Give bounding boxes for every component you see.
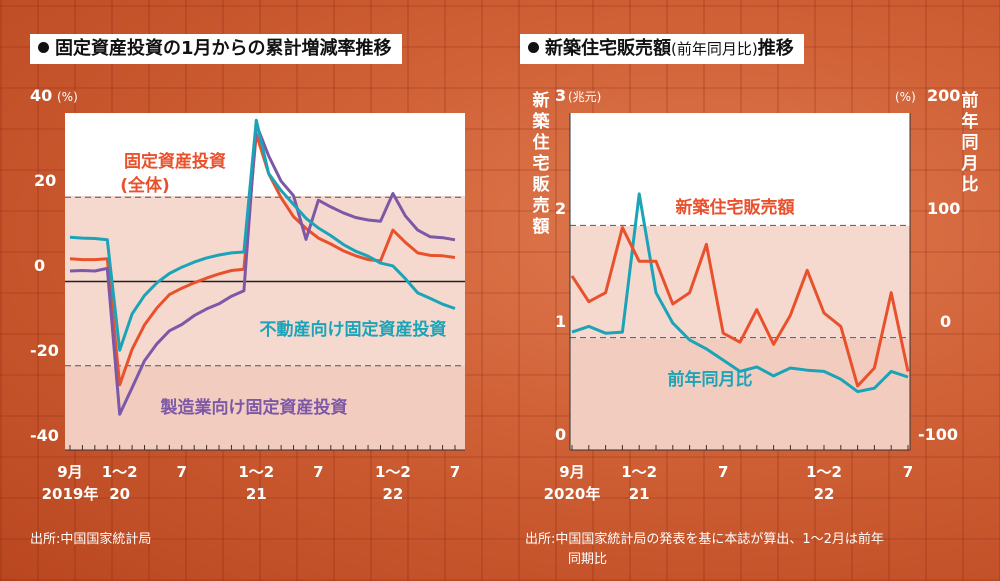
left-xtick-label: 1〜2 (375, 463, 411, 481)
right-source-line2: 同期比 (568, 552, 608, 567)
right-y2tick-100: 100 (927, 199, 960, 218)
right-ytick-1: 1 (555, 312, 566, 331)
right-ytick-0: 0 (555, 425, 566, 444)
right-y2tick-200: 200 (927, 86, 960, 105)
right-left-axis-label: 新築住宅販売額 (532, 90, 551, 237)
right-xtick-label: 9月 (559, 463, 584, 481)
label-overall-line1: 固定資産投資 (124, 151, 226, 172)
right-ytick-2: 2 (555, 199, 566, 218)
left-source: 出所:中国国家統計局 (30, 532, 152, 547)
right-xtick-year: 21 (629, 485, 650, 503)
right-title-paren: (前年同月比) (671, 40, 758, 58)
line-realestate (69, 118, 456, 352)
label-sales: 新築住宅販売額 (676, 197, 795, 218)
right-right-axis-label: 前年同月比 (961, 90, 979, 195)
left-panel-title: 固定資産投資の1月からの累計増減率推移 (30, 34, 402, 64)
left-unit: (%) (57, 90, 78, 104)
label-overall-line2: (全体) (120, 175, 170, 196)
left-ytick-40: 40 (30, 86, 52, 105)
line-overall (69, 132, 456, 387)
bullet-icon (528, 42, 539, 53)
left-ytick-m40: -40 (30, 426, 59, 445)
right-band-lower (570, 339, 910, 450)
left-xtick-label: 1〜2 (102, 463, 138, 481)
line-sales (570, 226, 910, 388)
right-ytick-3: 3 (555, 86, 566, 105)
right-y2tick-m100: -100 (918, 425, 958, 444)
left-xtick-year: 21 (246, 485, 267, 503)
left-band-lower (65, 366, 465, 450)
right-xtick-year: 2020年 (544, 485, 601, 503)
right-unit-left: (兆元) (568, 90, 601, 104)
right-xtick-label: 7 (718, 463, 728, 481)
right-xtick-label: 1〜2 (621, 463, 657, 481)
left-xtick-label: 1〜2 (238, 463, 274, 481)
line-manufacturing (69, 122, 456, 416)
right-title-suffix: 推移 (757, 38, 794, 59)
left-xtick-label: 7 (450, 463, 460, 481)
bullet-icon (38, 42, 49, 53)
left-title-text: 固定資産投資の1月からの累計増減率推移 (55, 38, 392, 59)
left-xtick-year: 20 (109, 485, 130, 503)
left-xtick-label: 9月 (57, 463, 82, 481)
left-xtick-year: 22 (382, 485, 403, 503)
left-ytick-20: 20 (34, 171, 56, 190)
right-y2tick-0: 0 (940, 312, 951, 331)
right-xtick-label: 7 (903, 463, 913, 481)
label-manufacturing: 製造業向け固定資産投資 (160, 397, 348, 418)
line-yoy (571, 192, 909, 394)
label-realestate: 不動産向け固定資産投資 (260, 319, 447, 340)
left-ytick-m20: -20 (30, 341, 59, 360)
left-ytick-0: 0 (34, 256, 45, 275)
right-unit-right: (%) (895, 90, 916, 104)
right-xtick-year: 22 (814, 485, 835, 503)
right-title-text: 新築住宅販売額 (545, 38, 671, 59)
label-yoy: 前年同月比 (668, 369, 753, 390)
right-source-line1: 出所:中国国家統計局の発表を基に本誌が算出、1〜2月は前年 (525, 532, 884, 547)
left-xtick-year: 2019年 (42, 485, 99, 503)
right-xtick-label: 1〜2 (806, 463, 842, 481)
left-xtick-label: 7 (177, 463, 187, 481)
left-xtick-label: 7 (313, 463, 323, 481)
right-panel-title: 新築住宅販売額(前年同月比)推移 (520, 34, 804, 64)
